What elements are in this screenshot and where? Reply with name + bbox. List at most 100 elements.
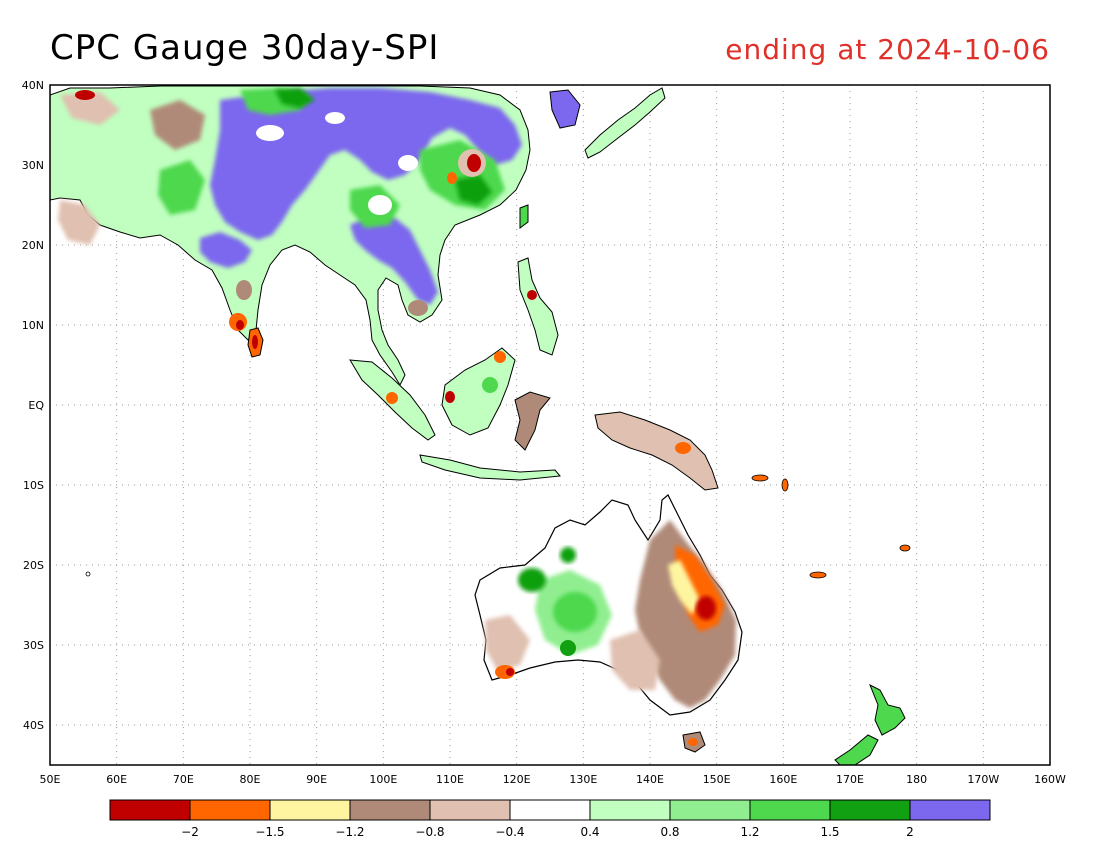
new-zealand-south — [834, 734, 879, 765]
japan — [584, 87, 666, 159]
dry-spot-china-core — [467, 154, 481, 172]
borneo-dry — [494, 351, 506, 363]
lat-tick-label: 20N — [22, 239, 44, 252]
philippines-dry — [527, 290, 537, 300]
lon-tick-label: 140E — [636, 773, 664, 786]
wet-region-india — [200, 232, 252, 268]
borneo-dry-2 — [445, 391, 455, 403]
australia-wet-spot-3 — [560, 640, 576, 656]
white-hole-4 — [368, 195, 392, 215]
new-zealand-north — [869, 683, 906, 736]
dry-spot-nw — [75, 90, 95, 100]
colorbar — [109, 799, 991, 821]
australia-west-dry — [485, 615, 530, 672]
australia-wet-spot-2 — [560, 547, 576, 563]
lon-tick-label: 130E — [569, 773, 597, 786]
lon-tick-label: 80E — [240, 773, 261, 786]
australia-east-extreme — [696, 596, 716, 620]
colorbar-swatch — [429, 799, 511, 821]
plot-frame — [49, 84, 1051, 766]
dry-spot-india-core — [236, 320, 244, 330]
lat-tick-label: 40N — [22, 79, 44, 92]
colorbar-label: −1.2 — [335, 825, 364, 839]
australia-east-dry — [635, 520, 736, 708]
borneo-wet — [482, 377, 498, 393]
borneo — [441, 347, 516, 436]
lon-tick-label: 150E — [703, 773, 731, 786]
sri-lanka-core — [252, 335, 258, 349]
colorbar-label: 1.5 — [820, 825, 839, 839]
map-title: CPC Gauge 30day-SPI — [50, 28, 440, 68]
colorbar-label: −2 — [181, 825, 199, 839]
dry-spot-indochina — [408, 300, 428, 316]
sulawesi — [514, 391, 551, 451]
lon-tick-label: 170E — [836, 773, 864, 786]
darkgreen-patch-1 — [275, 88, 315, 108]
colorbar-swatch — [189, 799, 271, 821]
lat-tick-label: 30N — [22, 159, 44, 172]
dry-patch-nw — [60, 92, 120, 125]
colorbar-label: 0.4 — [580, 825, 599, 839]
colorbar-label: 0.8 — [660, 825, 679, 839]
lat-tick-label: 10S — [23, 479, 44, 492]
colorbar-swatch — [269, 799, 351, 821]
lat-tick-label: 20S — [23, 559, 44, 572]
java — [419, 454, 561, 481]
lon-tick-label: 60E — [106, 773, 127, 786]
colorbar-label: −0.4 — [495, 825, 524, 839]
lon-tick-label: 50E — [40, 773, 61, 786]
new-caledonia — [809, 571, 827, 579]
land-anomaly-layer — [50, 85, 911, 765]
colorbar-swatch — [589, 799, 671, 821]
wet-region-indochina — [350, 215, 438, 305]
colorbar-label: 1.2 — [740, 825, 759, 839]
lat-tick-labels: 40N 30N 20N 10N EQ 10S 20S 30S 40S — [22, 79, 45, 732]
lat-tick-label: 40S — [23, 719, 44, 732]
lat-tick-label: EQ — [28, 399, 44, 412]
australia-wet-spot — [518, 568, 546, 592]
colorbar-swatch — [349, 799, 431, 821]
lon-tick-label: 160W — [1034, 773, 1066, 786]
lon-tick-label: 70E — [173, 773, 194, 786]
dry-patch-arabia — [58, 200, 100, 245]
australia-sw-core — [506, 668, 514, 676]
colorbar-label: 2 — [906, 825, 914, 839]
new-guinea — [594, 411, 719, 491]
colorbar-swatch — [909, 799, 991, 821]
lon-tick-label: 100E — [369, 773, 397, 786]
white-hole-2 — [325, 112, 345, 124]
tasmania-dry — [688, 738, 698, 746]
new-guinea-dry — [675, 442, 691, 454]
white-hole-3 — [398, 155, 418, 171]
colorbar-swatch — [509, 799, 591, 821]
wet-region-china — [210, 88, 522, 240]
australia-east-nearly-dry — [668, 560, 700, 615]
dry-spot-india-2 — [236, 280, 252, 300]
solomon-islands — [751, 474, 769, 482]
colorbar-label: −1.5 — [255, 825, 284, 839]
colorbar-swatch — [749, 799, 831, 821]
lon-tick-labels: 50E 60E 70E 80E 90E 100E 110E 120E 130E 140E 150E 1… — [40, 773, 1067, 786]
lon-tick-label: 160E — [769, 773, 797, 786]
korea — [549, 89, 581, 129]
madagascar-islet — [85, 571, 91, 577]
dry-spot-china-2 — [447, 172, 457, 184]
taiwan — [519, 204, 529, 229]
lon-tick-label: 180 — [906, 773, 927, 786]
colorbar-swatch — [109, 799, 191, 821]
lon-tick-label: 120E — [503, 773, 531, 786]
colorbar-labels: −2 −1.5 −1.2 −0.8 −0.4 0.4 0.8 1.2 1.5 2 — [181, 825, 914, 839]
lat-tick-label: 10N — [22, 319, 44, 332]
lon-tick-label: 90E — [306, 773, 327, 786]
white-hole-1 — [256, 125, 284, 141]
fiji — [899, 544, 911, 552]
lon-tick-label: 170W — [967, 773, 999, 786]
green-patch-4 — [158, 160, 205, 215]
colorbar-label: −0.8 — [415, 825, 444, 839]
sumatra-dry — [386, 392, 398, 404]
colorbar-swatch — [829, 799, 911, 821]
philippines — [517, 257, 559, 356]
australia-center-wet-core — [553, 592, 597, 632]
map-subtitle: ending at 2024-10-06 — [725, 33, 1050, 66]
